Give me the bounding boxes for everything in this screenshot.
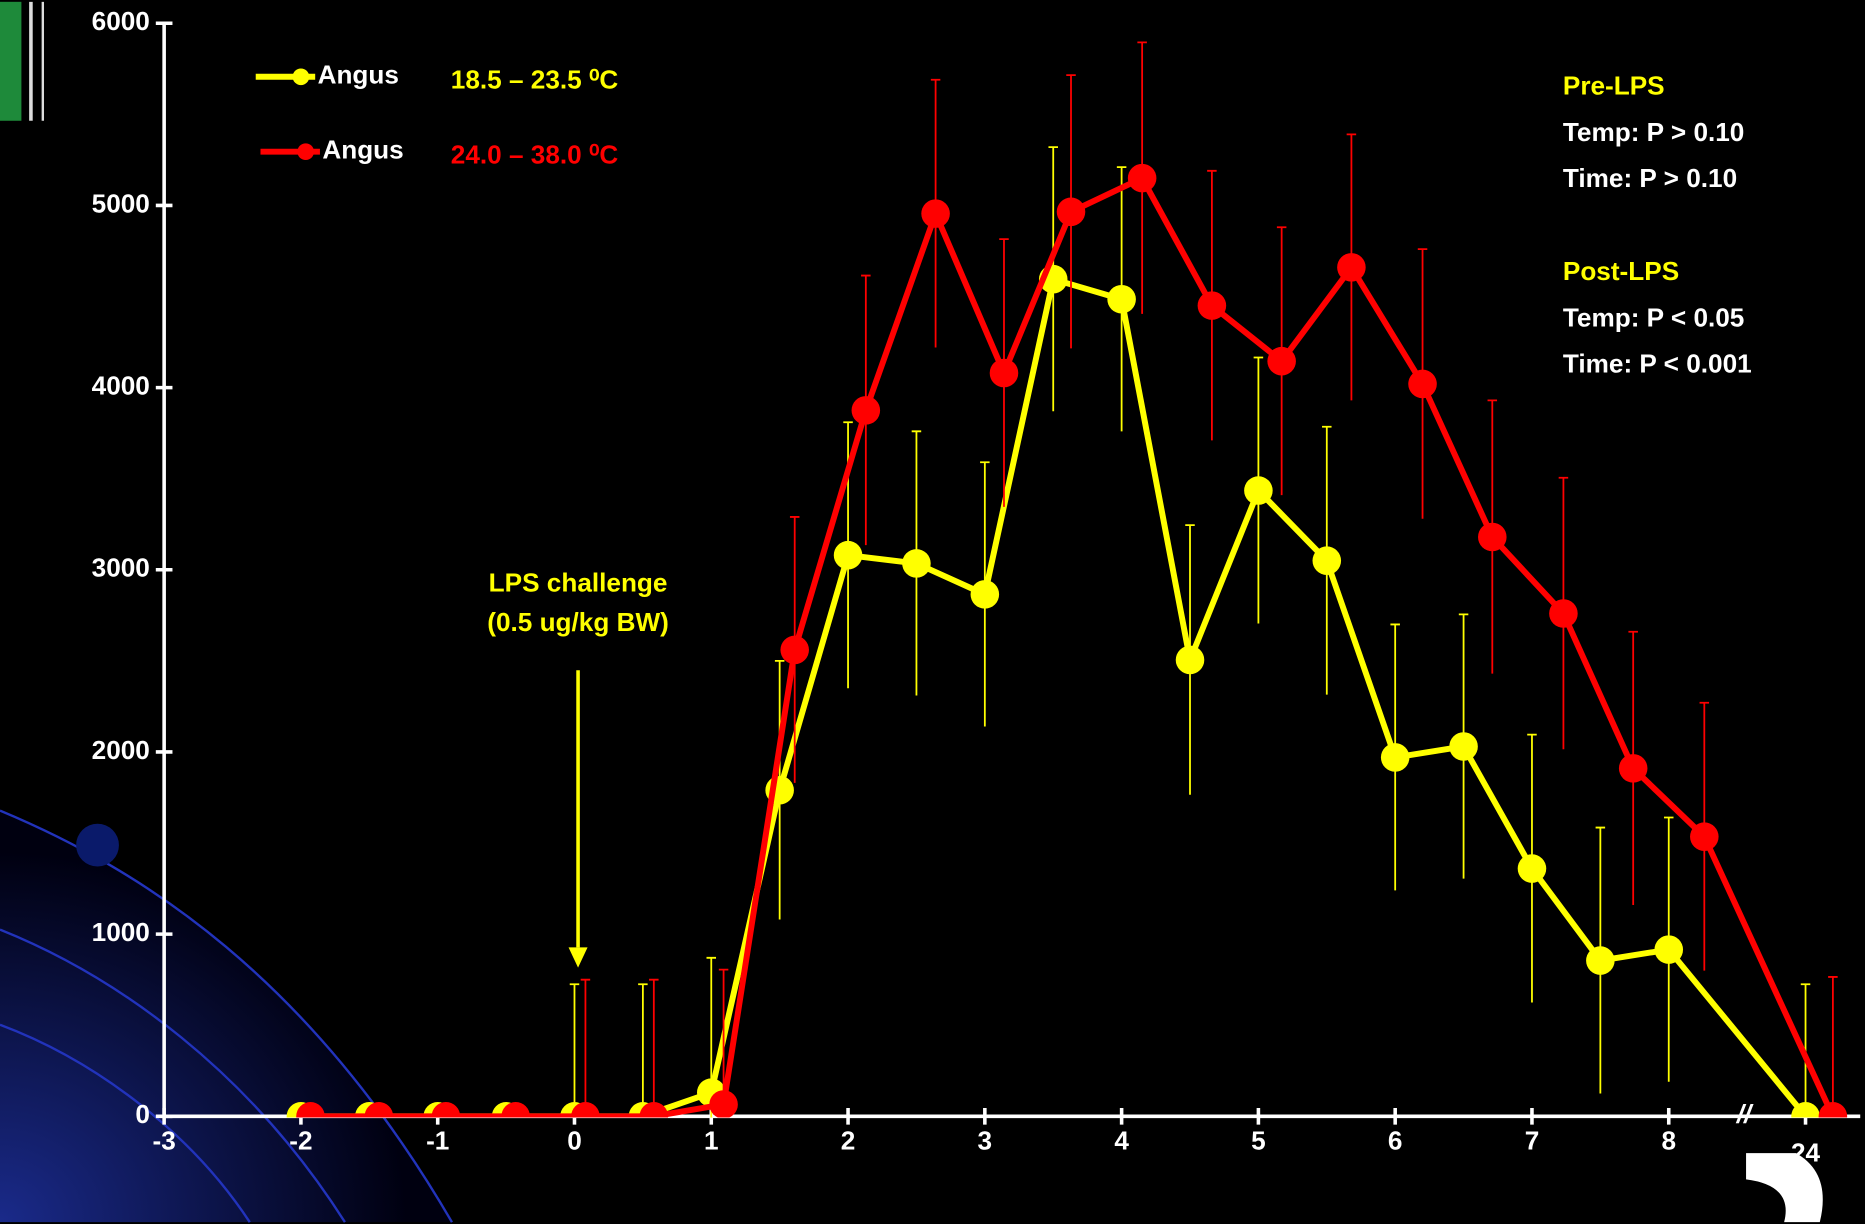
decor-dot: [76, 823, 119, 867]
point: [1267, 346, 1296, 376]
y-tick-label: 4000: [92, 371, 150, 401]
legend-label: 18.5 – 23.5 ⁰C: [451, 64, 619, 94]
point: [1127, 163, 1157, 193]
x-tick-label: 0: [567, 1125, 582, 1155]
point: [1517, 854, 1547, 883]
x-tick-label: 3: [978, 1125, 993, 1155]
point: [1690, 822, 1719, 851]
point: [1197, 291, 1227, 320]
annotation: (0.5 ug/kg BW): [487, 607, 669, 637]
point: [1818, 1102, 1848, 1118]
point: [1337, 253, 1366, 282]
point: [431, 1102, 461, 1118]
series-line: [310, 175, 1836, 1118]
point: [501, 1102, 530, 1118]
x-tick-label: 24: [1791, 1137, 1821, 1167]
point: [1244, 476, 1273, 505]
legend-marker: [292, 68, 310, 86]
y-tick-label: 5000: [92, 188, 150, 218]
point: [1586, 946, 1615, 975]
plot-area: [286, 41, 1848, 1118]
x-tick-label: -1: [426, 1125, 449, 1155]
point: [1791, 1102, 1820, 1118]
y-axis-label: IL-6 (pg/mL): [9, 496, 39, 646]
decor-swoosh: [0, 810, 452, 1223]
stats-line: Temp: P < 0.05: [1563, 302, 1744, 332]
y-tick-label: 1000: [92, 917, 150, 947]
legend-label: 24.0 – 38.0 ⁰C: [451, 139, 619, 169]
decor-arcs: [0, 809, 454, 1223]
point: [1107, 284, 1136, 314]
point: [902, 549, 931, 578]
point: [1654, 935, 1684, 964]
point: [1056, 197, 1086, 227]
point: [1478, 522, 1507, 552]
x-tick-label: -3: [153, 1125, 176, 1155]
decor-nav: [1746, 1153, 1823, 1223]
point: [571, 1102, 600, 1118]
point: [1175, 645, 1205, 675]
logo: [0, 1, 45, 121]
point: [364, 1102, 394, 1118]
x-tick-label: 7: [1525, 1125, 1540, 1155]
point: [851, 396, 881, 425]
point: [1618, 754, 1648, 783]
y-tick-label: 0: [135, 1099, 150, 1129]
y-tick-label: 3000: [92, 553, 150, 583]
x-tick-label: 8: [1661, 1125, 1676, 1155]
point: [780, 635, 809, 665]
annotation-arrow: [568, 670, 588, 968]
point: [989, 358, 1019, 388]
point: [1549, 599, 1578, 628]
point: [639, 1102, 669, 1118]
x-tick-label: 2: [841, 1125, 856, 1155]
x-tick-label: 1: [704, 1125, 719, 1155]
point: [1408, 369, 1437, 399]
point: [833, 540, 863, 570]
x-axis-label: Time Relative to LPS Challenge (hr): [764, 1182, 1205, 1212]
legend-label: Angus: [318, 60, 399, 90]
x-tick-label: 5: [1251, 1125, 1266, 1155]
y-tick-label: 6000: [92, 6, 150, 36]
stats-line: Time: P < 0.001: [1563, 349, 1752, 379]
annotation: LPS challenge: [489, 568, 668, 598]
legend-marker: [297, 143, 315, 161]
x-tick-label: 6: [1388, 1125, 1403, 1155]
stats-title: Post-LPS: [1563, 256, 1679, 286]
stats-line: Temp: P > 0.10: [1563, 117, 1744, 147]
point: [709, 1090, 738, 1118]
point: [1380, 743, 1410, 772]
y-tick-label: 2000: [92, 735, 150, 765]
point: [970, 580, 1000, 609]
point: [1449, 732, 1478, 761]
stats-title: Pre-LPS: [1563, 70, 1665, 100]
point: [1312, 546, 1342, 575]
point: [296, 1102, 325, 1118]
point: [921, 199, 950, 228]
legend-label: Angus: [322, 135, 403, 165]
axis-break: //: [1736, 1099, 1754, 1129]
x-tick-label: 4: [1114, 1125, 1129, 1155]
stats-line: Time: P > 0.10: [1563, 163, 1737, 193]
x-tick-label: -2: [289, 1125, 312, 1155]
